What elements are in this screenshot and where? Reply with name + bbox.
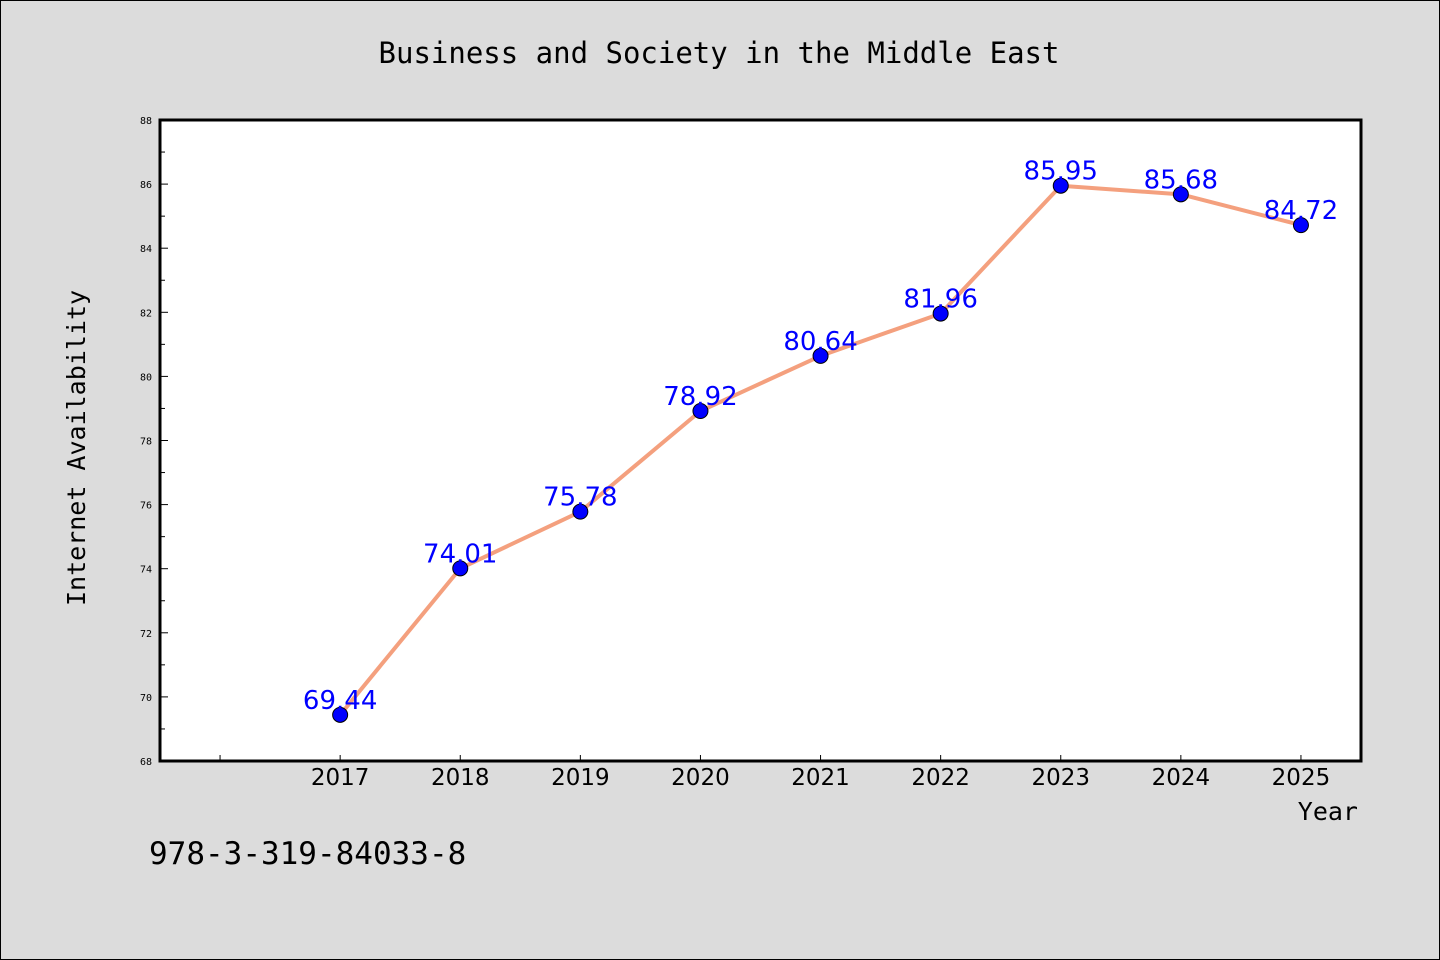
x-tick-label: 2019	[551, 765, 610, 791]
data-label: 78.92	[663, 382, 737, 412]
isbn-footer: 978-3-319-84033-8	[149, 836, 466, 872]
data-point	[1052, 177, 1069, 194]
data-label: 85.68	[1144, 165, 1218, 195]
chart-title: Business and Society in the Middle East	[379, 36, 1060, 70]
x-tick-label: 2024	[1152, 765, 1211, 791]
x-tick-label: 2020	[671, 765, 730, 791]
data-point	[932, 305, 949, 322]
data-label: 85.95	[1024, 157, 1098, 187]
y-tick-label: 76	[140, 501, 152, 512]
y-tick-label: 82	[140, 308, 152, 319]
y-tick-label: 80	[140, 372, 152, 383]
y-axis-label: Internet Availability	[62, 290, 91, 606]
marker-group	[332, 177, 1309, 723]
data-point	[812, 347, 829, 364]
y-tick-label: 68	[140, 757, 152, 768]
x-axis-label: Year	[1298, 797, 1358, 826]
x-tick-label: 2017	[311, 765, 370, 791]
data-label: 84.72	[1264, 196, 1338, 226]
x-tick-label: 2021	[791, 765, 850, 791]
plot-border	[158, 118, 1363, 763]
y-tick-label: 72	[140, 629, 152, 640]
y-tick-label: 86	[140, 180, 152, 191]
data-label: 69.44	[303, 686, 377, 716]
data-label: 75.78	[543, 483, 617, 513]
axis-ticks: 68 70 72 74 76 78 80 82 84 86 88 2017 2018 2019 2020 20…	[140, 116, 1330, 791]
data-label: 74.01	[423, 539, 497, 569]
y-tick-label: 88	[140, 116, 152, 127]
x-tick-label: 2023	[1031, 765, 1090, 791]
data-point	[1172, 186, 1189, 203]
y-tick-label: 78	[140, 437, 152, 448]
data-label-group: 69.44 74.01 75.78 78.92 80.64 81.96 85.95 85.68…	[303, 157, 1338, 716]
data-label: 80.64	[783, 327, 857, 357]
x-tick-label: 2022	[911, 765, 970, 791]
data-label: 81.96	[903, 285, 977, 315]
data-point	[1292, 217, 1309, 234]
data-point	[572, 503, 589, 520]
y-tick-label: 70	[140, 693, 152, 704]
x-tick-label: 2018	[431, 765, 490, 791]
data-point	[452, 560, 469, 577]
y-tick-label: 74	[140, 565, 152, 576]
data-point	[332, 706, 349, 723]
data-point	[692, 403, 709, 420]
x-tick-label: 2025	[1272, 765, 1331, 791]
plot-area	[160, 120, 1361, 761]
y-tick-label: 84	[140, 244, 152, 255]
